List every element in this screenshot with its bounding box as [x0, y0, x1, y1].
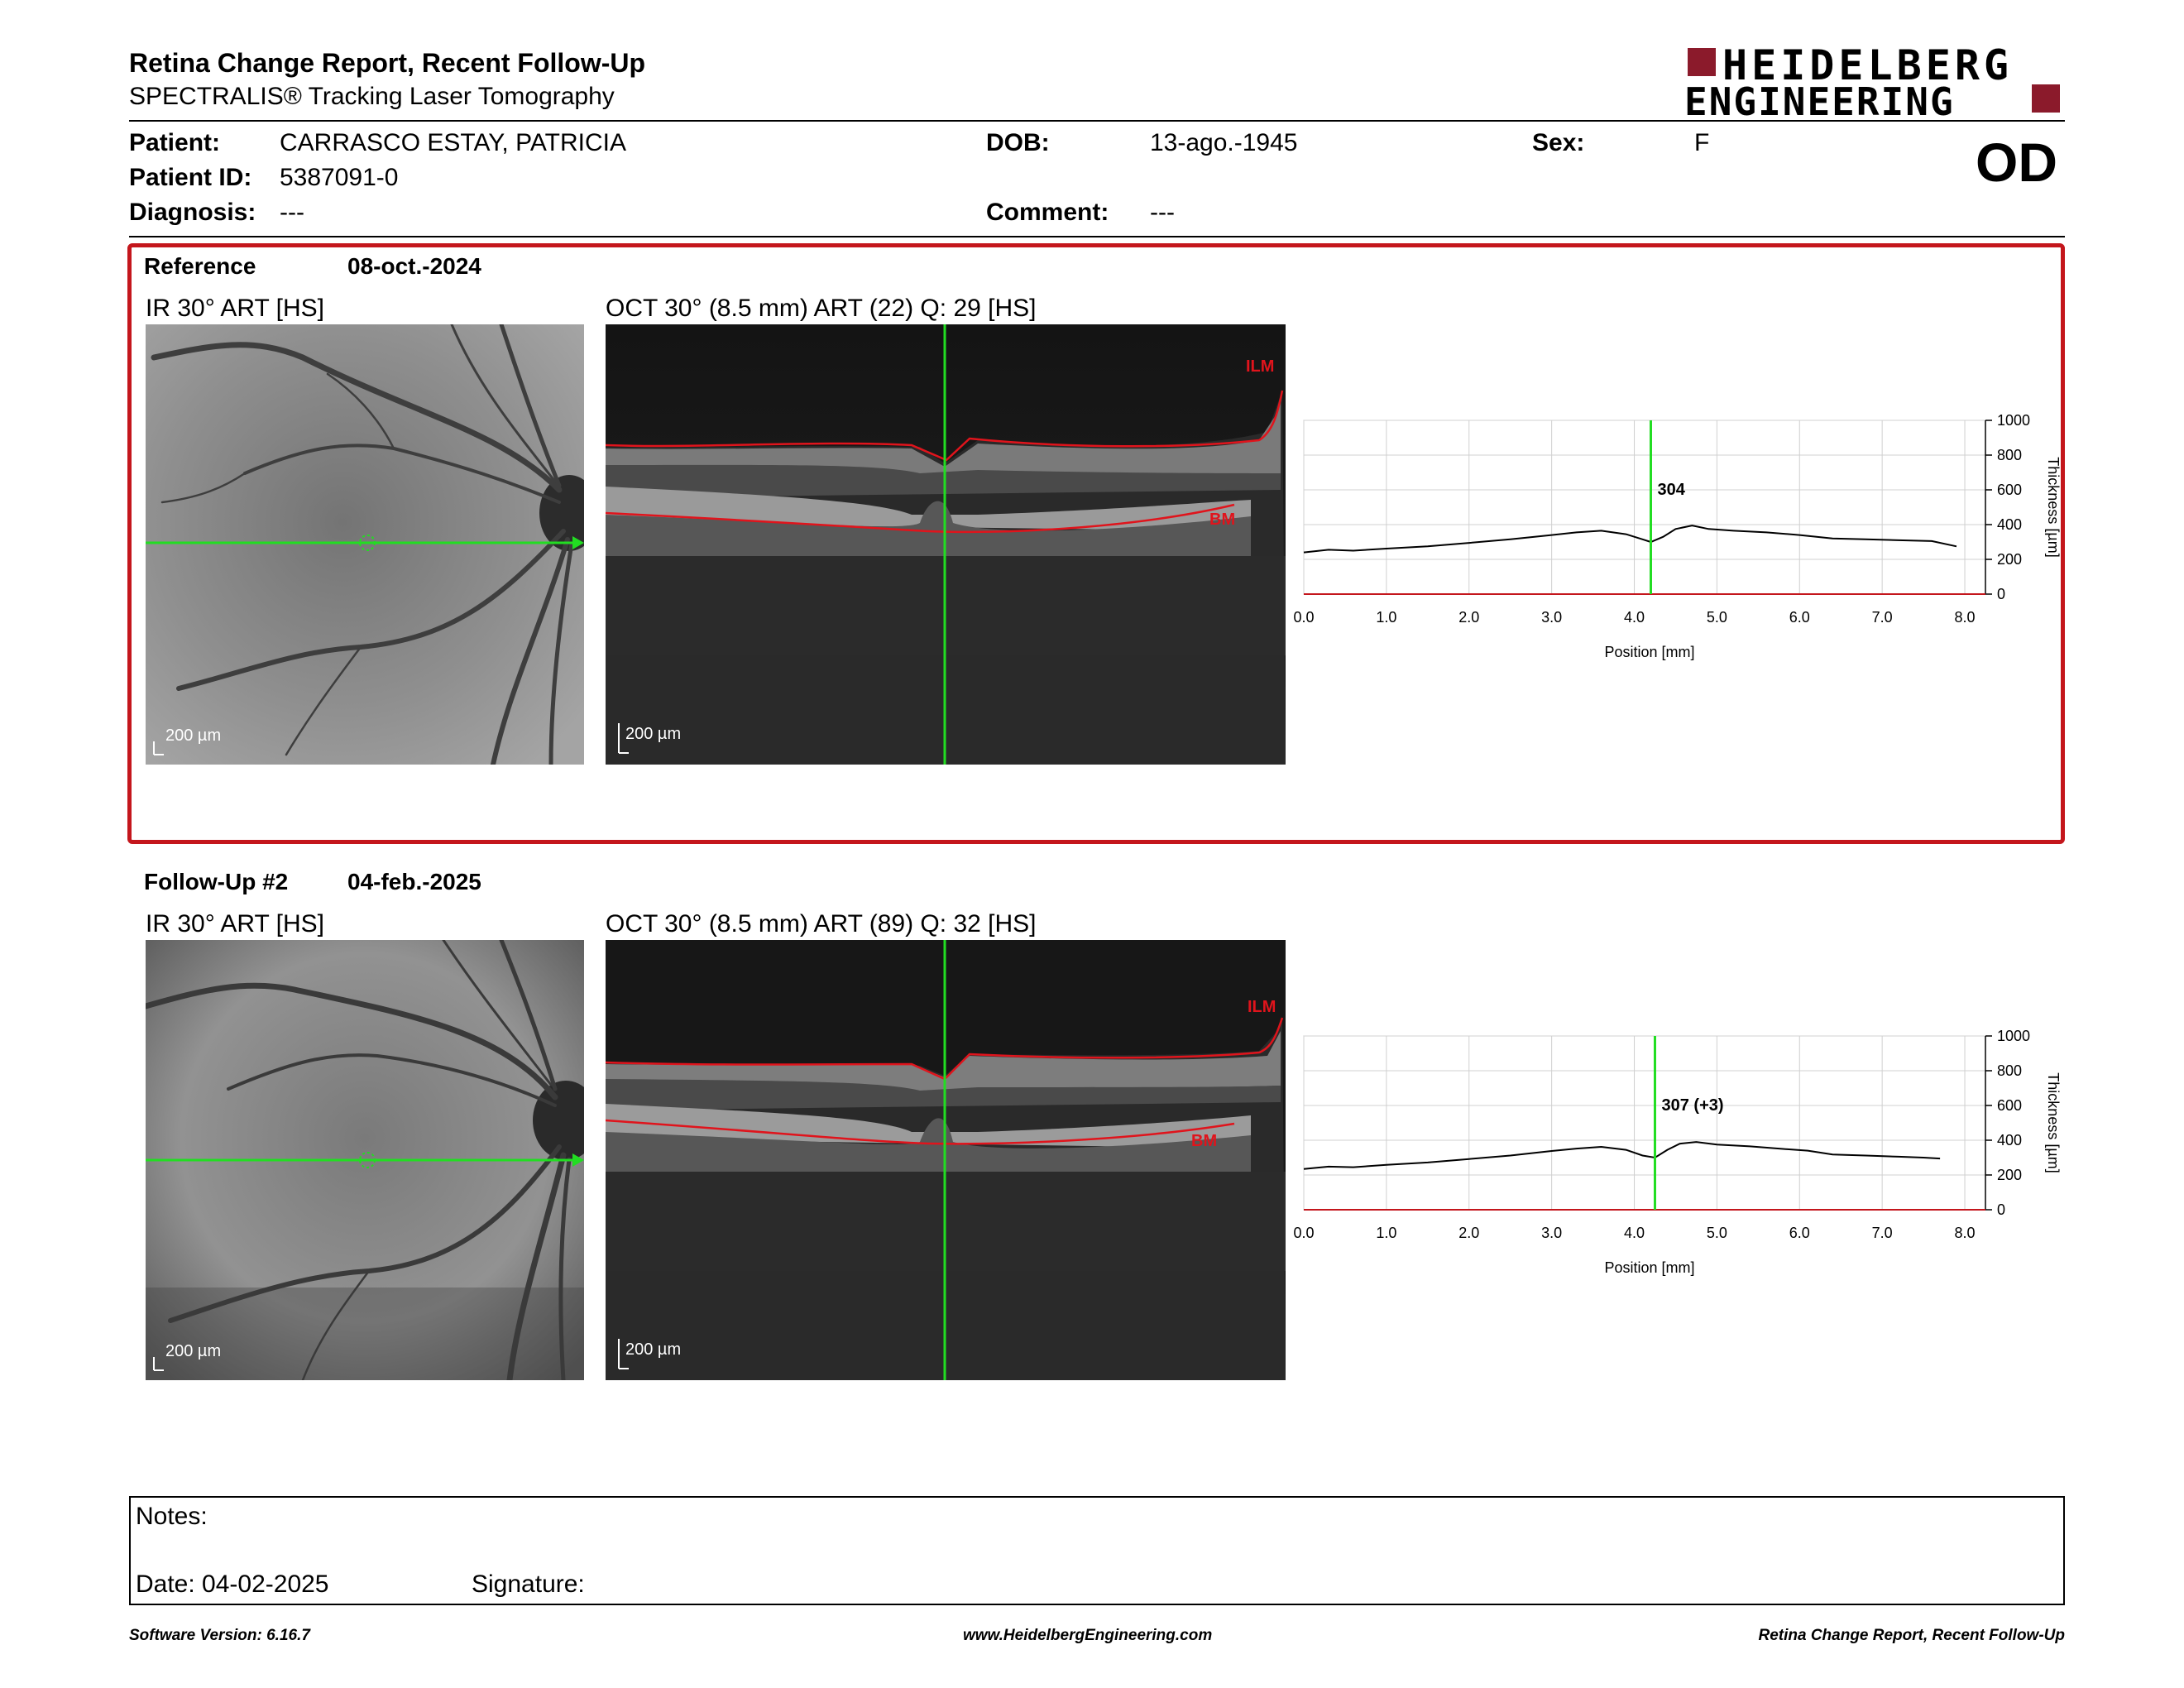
notes-signature-label: Signature:: [472, 1571, 585, 1598]
dob-value: 13-ago.-1945: [1150, 129, 1298, 156]
report-subtitle: SPECTRALIS® Tracking Laser Tomography: [129, 83, 615, 110]
x-axis-label: Position [mm]: [1604, 1259, 1694, 1276]
reference-oct-caption: OCT 30° (8.5 mm) ART (22) Q: 29 [HS]: [606, 295, 1037, 322]
plot-area: [1303, 420, 1986, 595]
followup-oct-bscan-image: [606, 940, 1286, 1380]
y-tick-label: 200: [1997, 1167, 2022, 1183]
followup-date: 04-feb.-2025: [347, 869, 481, 894]
x-tick-label: 6.0: [1789, 1225, 1810, 1241]
y-tick-label: 1000: [1997, 412, 2030, 429]
y-tick-label: 0: [1997, 1201, 2005, 1218]
followup-ilm-label: ILM: [1248, 998, 1276, 1016]
followup-ir-fundus-drawing: [146, 940, 584, 1380]
comment-value: ---: [1150, 199, 1175, 226]
patient-id-value: 5387091-0: [280, 164, 399, 191]
x-tick-label: 5.0: [1707, 1225, 1727, 1241]
x-tick-label: 0.0: [1293, 609, 1314, 626]
patient-id-label: Patient ID:: [129, 164, 252, 191]
x-tick-label: 2.0: [1458, 1225, 1479, 1241]
x-tick-label: 0.0: [1293, 1225, 1314, 1241]
y-tick-label: 600: [1997, 482, 2022, 498]
followup-ir-fundus-image: [146, 940, 584, 1380]
x-tick-label: 7.0: [1872, 1225, 1893, 1241]
logo-square-top: [1688, 48, 1716, 76]
reference-date: 08-oct.-2024: [347, 253, 481, 279]
reference-thickness-chart-svg: 0 200 400 600 800 1000 0.0 1.0 2.0 3.0 4.0 5.0 6.0 7.…: [1293, 412, 2062, 660]
plot-area: [1303, 1035, 1986, 1211]
comment-label: Comment:: [986, 199, 1109, 226]
followup-ir-caption: IR 30° ART [HS]: [146, 910, 324, 938]
x-tick-label: 6.0: [1789, 609, 1810, 626]
reference-ir-scale-label: 200 µm: [165, 727, 222, 745]
y-tick-label: 800: [1997, 1062, 2022, 1079]
followup-bm-label: BM: [1191, 1132, 1218, 1150]
reference-oct-scale-label: 200 µm: [625, 725, 682, 743]
x-tick-label: 4.0: [1624, 609, 1645, 626]
patient-name: CARRASCO ESTAY, PATRICIA: [280, 129, 626, 156]
followup-oct-scale-label: 200 µm: [625, 1340, 682, 1359]
y-axis-label: Thickness [µm]: [2045, 1072, 2062, 1172]
reference-ir-caption: IR 30° ART [HS]: [146, 295, 324, 322]
reference-ilm-label: ILM: [1246, 357, 1275, 376]
y-tick-label: 1000: [1997, 1028, 2030, 1044]
reference-thickness-chart: 0 200 400 600 800 1000 0.0 1.0 2.0 3.0 4.0 5.0 6.0 7.…: [1291, 410, 2068, 675]
sex-value: F: [1694, 129, 1710, 156]
x-tick-label: 2.0: [1458, 609, 1479, 626]
reference-oct-bscan-image: [606, 324, 1286, 765]
x-tick-label: 1.0: [1376, 1225, 1396, 1241]
dob-label: DOB:: [986, 129, 1050, 156]
reference-label: Reference: [144, 253, 256, 279]
diagnosis-label: Diagnosis:: [129, 199, 256, 226]
logo-square-bottom: [2032, 84, 2060, 113]
y-axis-label: Thickness [µm]: [2045, 457, 2062, 557]
marker-value-label: 304: [1657, 481, 1685, 499]
y-tick-label: 200: [1997, 551, 2022, 568]
x-tick-label: 8.0: [1955, 1225, 1976, 1241]
patient-label: Patient:: [129, 129, 221, 156]
reference-section-box: [127, 243, 2065, 844]
reference-bm-label: BM: [1209, 511, 1236, 529]
patient-divider: [129, 236, 2065, 237]
x-tick-label: 3.0: [1541, 609, 1562, 626]
logo-line-2: ENGINEERING: [1684, 79, 1955, 124]
marker-value-label: 307 (+3): [1661, 1096, 1723, 1115]
notes-box[interactable]: Notes: Date: 04-02-2025 Signature:: [129, 1496, 2065, 1605]
x-tick-label: 8.0: [1955, 609, 1976, 626]
report-title: Retina Change Report, Recent Follow-Up: [129, 48, 646, 78]
followup-label: Follow-Up #2: [144, 869, 289, 894]
x-tick-label: 5.0: [1707, 609, 1727, 626]
footer-software-version: Software Version: 6.16.7: [129, 1627, 310, 1644]
header-divider: [129, 120, 2065, 122]
notes-date: Date: 04-02-2025: [136, 1571, 329, 1598]
x-tick-label: 1.0: [1376, 609, 1396, 626]
followup-thickness-chart-svg: 0 200 400 600 800 1000 0.0 1.0 2.0 3.0 4.0 5.0 6.0 7.…: [1293, 1028, 2062, 1276]
y-tick-label: 400: [1997, 1132, 2022, 1149]
eye-label: OD: [1976, 132, 2057, 193]
y-tick-label: 0: [1997, 586, 2005, 602]
diagnosis-value: ---: [280, 199, 304, 226]
followup-thickness-chart: 0 200 400 600 800 1000 0.0 1.0 2.0 3.0 4.0 5.0 6.0 7.…: [1291, 1026, 2068, 1291]
footer-report-name: Retina Change Report, Recent Follow-Up: [1758, 1627, 2065, 1644]
x-tick-label: 7.0: [1872, 609, 1893, 626]
y-tick-label: 800: [1997, 447, 2022, 463]
x-tick-label: 3.0: [1541, 1225, 1562, 1241]
logo-line-1: HEIDELBERG: [1722, 41, 2014, 89]
reference-ir-fundus-image: [146, 324, 584, 765]
x-tick-label: 4.0: [1624, 1225, 1645, 1241]
y-tick-label: 400: [1997, 516, 2022, 533]
followup-oct-drawing: [606, 940, 1286, 1380]
followup-oct-caption: OCT 30° (8.5 mm) ART (89) Q: 32 [HS]: [606, 910, 1037, 938]
reference-ir-fundus-drawing: [146, 324, 584, 765]
reference-oct-drawing: [606, 324, 1286, 765]
notes-label: Notes:: [136, 1503, 208, 1530]
sex-label: Sex:: [1532, 129, 1585, 156]
y-tick-label: 600: [1997, 1097, 2022, 1114]
x-axis-label: Position [mm]: [1604, 644, 1694, 660]
followup-ir-scale-label: 200 µm: [165, 1342, 222, 1360]
footer-website[interactable]: www.HeidelbergEngineering.com: [963, 1627, 1213, 1644]
